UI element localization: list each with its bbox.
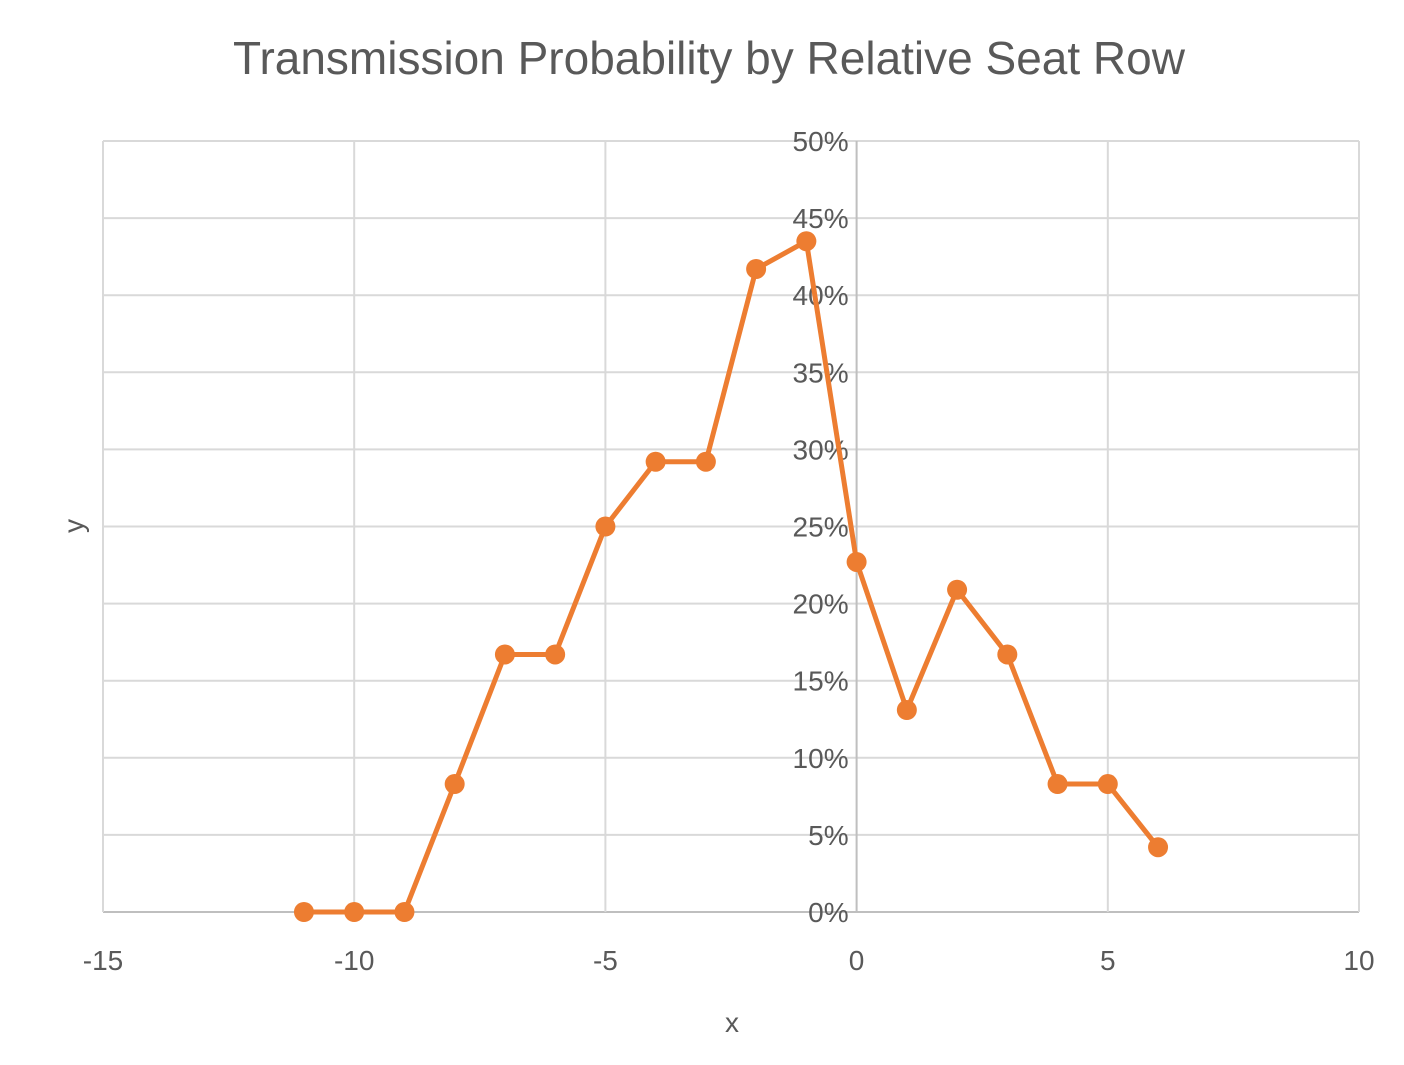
data-point bbox=[695, 451, 716, 472]
y-tick-label: 15% bbox=[793, 666, 849, 697]
data-point bbox=[947, 579, 968, 600]
data-point bbox=[394, 902, 415, 922]
data-point bbox=[1097, 774, 1118, 795]
y-tick-label: 50% bbox=[793, 126, 849, 157]
data-point bbox=[1148, 837, 1169, 858]
x-tick-label: 0 bbox=[849, 945, 865, 976]
data-point bbox=[494, 644, 515, 665]
y-tick-label: 0% bbox=[808, 897, 848, 928]
y-tick-label: 40% bbox=[793, 280, 849, 311]
data-point bbox=[293, 902, 314, 922]
data-point bbox=[846, 551, 867, 572]
x-tick-label: -15 bbox=[83, 945, 123, 976]
y-tick-label: 20% bbox=[793, 589, 849, 620]
data-point bbox=[444, 774, 465, 795]
data-point bbox=[595, 516, 616, 537]
data-point bbox=[746, 258, 767, 279]
series-line bbox=[303, 238, 1160, 915]
y-tick-label: 35% bbox=[793, 357, 849, 388]
y-tick-label: 5% bbox=[808, 820, 848, 851]
chart-title: Transmission Probability by Relative Sea… bbox=[233, 32, 1186, 84]
x-tick-label: 10 bbox=[1343, 945, 1374, 976]
data-point bbox=[645, 451, 666, 472]
y-tick-label: 10% bbox=[793, 743, 849, 774]
x-tick-label: -10 bbox=[334, 945, 374, 976]
data-point bbox=[997, 644, 1018, 665]
y-tick-label: 25% bbox=[793, 512, 849, 543]
data-point bbox=[545, 644, 566, 665]
y-tick-label: 45% bbox=[793, 203, 849, 234]
data-point bbox=[896, 699, 917, 720]
x-tick-label: -5 bbox=[593, 945, 618, 976]
y-axis-label: y bbox=[58, 519, 89, 533]
data-point bbox=[796, 231, 817, 252]
series bbox=[293, 231, 1169, 922]
gridlines bbox=[102, 140, 1360, 913]
x-tick-label: 5 bbox=[1100, 945, 1116, 976]
data-point bbox=[1047, 774, 1068, 795]
x-tick-labels: -15 -10 -5 0 5 10 bbox=[83, 945, 1375, 976]
data-point bbox=[344, 902, 365, 922]
x-axis-label: x bbox=[725, 1007, 739, 1038]
